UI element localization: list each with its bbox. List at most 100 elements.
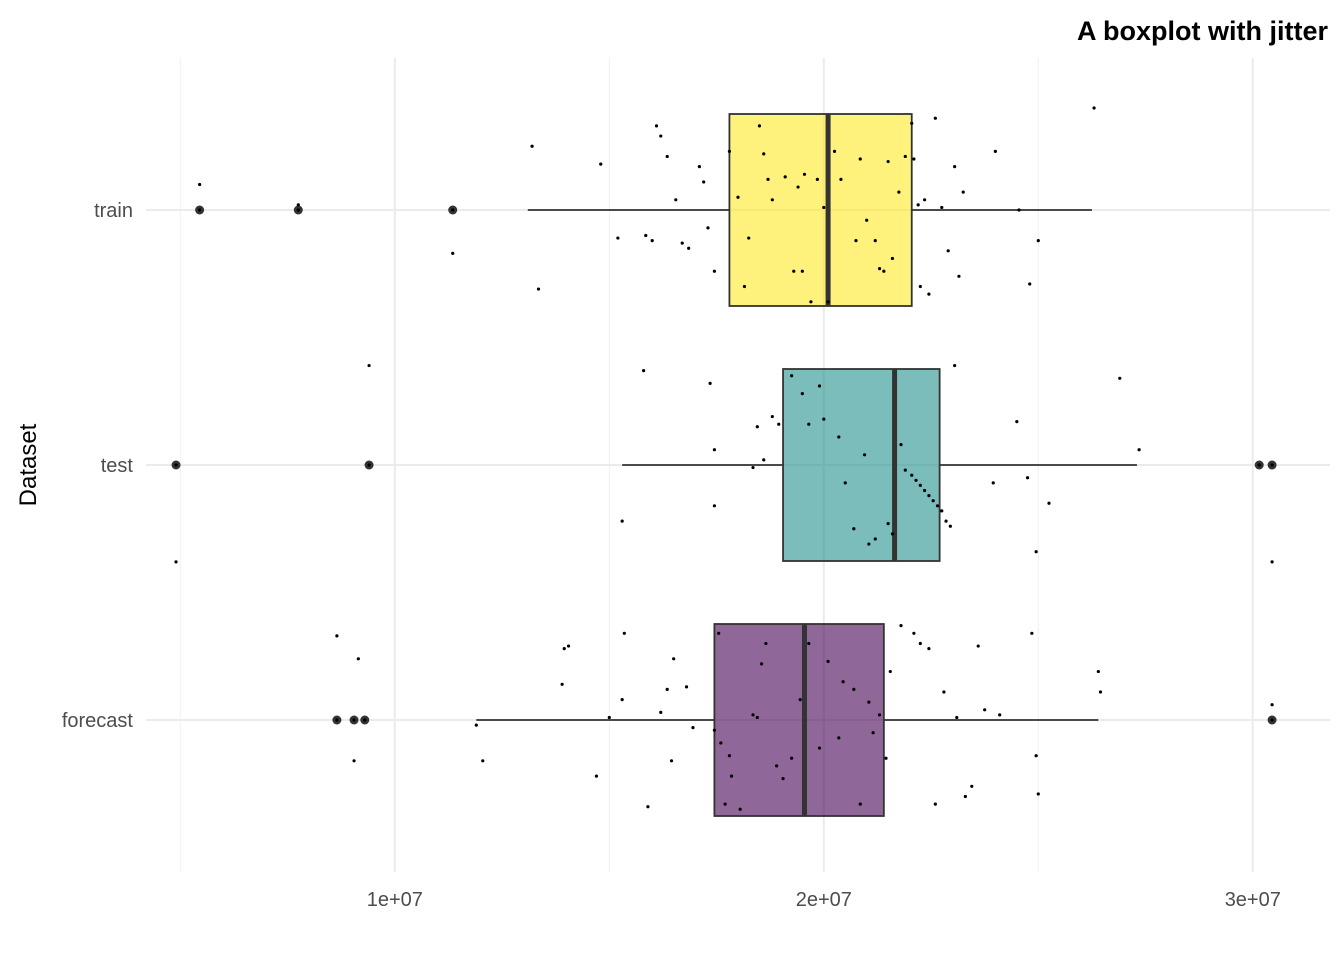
jitter-point [822, 205, 826, 210]
jitter-point [712, 448, 717, 452]
jitter-point [729, 774, 734, 778]
jitter-point [877, 713, 882, 717]
jitter-point [742, 284, 747, 289]
jitter-point [674, 198, 678, 202]
jitter-point [481, 759, 485, 763]
jitter-point [1098, 690, 1103, 694]
jitter-point [918, 483, 922, 487]
jitter-point [1034, 550, 1038, 554]
jitter-point [815, 177, 819, 181]
jitter-point [684, 685, 689, 689]
jitter-point [914, 478, 918, 482]
jitter-point [1270, 560, 1274, 564]
jitter-point [832, 149, 837, 153]
jitter-point [852, 527, 856, 531]
x-tick-label: 3e+07 [1225, 889, 1281, 911]
jitter-point [659, 710, 663, 714]
jitter-point [882, 269, 886, 273]
box-iqr [782, 368, 941, 562]
jitter-point [198, 208, 202, 212]
jitter-point [770, 198, 774, 202]
jitter-point [620, 519, 624, 523]
jitter-point [687, 246, 691, 250]
jitter-point [594, 774, 599, 778]
jitter-point [766, 177, 770, 181]
jitter-point [702, 180, 706, 184]
jitter-point [886, 522, 890, 526]
jitter-point [1028, 282, 1032, 286]
jitter-point [708, 381, 712, 385]
jitter-point [826, 659, 830, 663]
jitter-point [942, 690, 946, 694]
jitter-point [953, 363, 957, 368]
jitter-point [841, 680, 845, 684]
jitter-point [659, 134, 663, 138]
jitter-point [817, 384, 822, 388]
jitter-point [927, 647, 931, 651]
x-tick-label: 2e+07 [796, 889, 852, 911]
jitter-point [1036, 792, 1040, 796]
jitter-point [854, 239, 858, 243]
jitter-point [940, 205, 944, 210]
jitter-point [672, 657, 676, 661]
jitter-point [955, 715, 959, 720]
jitter-point [1047, 501, 1051, 505]
x-tick-label: 1e+07 [367, 889, 423, 911]
jitter-point [335, 718, 339, 722]
jitter-point [1092, 106, 1096, 110]
jitter-point [644, 233, 648, 238]
jitter-point [957, 274, 961, 278]
jitter-point [616, 236, 620, 240]
jitter-point [1030, 631, 1034, 635]
jitter-point [948, 524, 952, 528]
jitter-point [783, 175, 787, 179]
jitter-point [747, 236, 751, 240]
jitter-point [599, 162, 603, 166]
jitter-point [998, 713, 1002, 717]
jitter-point [983, 708, 987, 712]
y-tick-label: forecast [62, 710, 134, 732]
jitter-point [897, 190, 901, 194]
jitter-point [566, 644, 571, 648]
jitter-point [923, 488, 927, 493]
jitter-point [871, 731, 875, 735]
jitter-point [837, 435, 841, 439]
jitter-point [607, 715, 611, 720]
box-iqr [728, 113, 913, 307]
jitter-point [352, 718, 356, 722]
jitter-point [622, 631, 626, 635]
jitter-point [620, 698, 624, 702]
jitter-point [665, 687, 669, 692]
jitter-point [1270, 718, 1274, 722]
jitter-points-layer [174, 106, 1274, 811]
jitter-point [961, 190, 965, 194]
jitter-point [873, 537, 877, 541]
jitter-point [862, 453, 867, 457]
box-iqr [713, 623, 885, 817]
jitter-point [910, 473, 914, 477]
jitter-point [933, 802, 937, 806]
jitter-point [903, 468, 907, 472]
jitter-point [790, 374, 794, 378]
jitter-point [777, 422, 781, 426]
jitter-point [865, 218, 869, 222]
box-train [195, 113, 1092, 307]
jitter-point [858, 802, 862, 806]
jitter-point [367, 363, 371, 368]
jitter-point [712, 269, 717, 273]
jitter-point [1270, 703, 1274, 707]
jitter-point [738, 807, 742, 811]
jitter-point [719, 741, 723, 745]
jitter-point [717, 631, 721, 635]
jitter-point [775, 764, 779, 768]
jitter-point [798, 698, 802, 702]
jitter-point [755, 715, 759, 720]
jitter-point [822, 417, 826, 421]
box-forecast [332, 623, 1277, 817]
jitter-point [560, 682, 564, 686]
jitter-point [935, 504, 940, 508]
jitter-point [697, 165, 701, 169]
jitter-point [916, 203, 920, 207]
jitter-point [933, 116, 937, 120]
jitter-point [296, 203, 300, 207]
